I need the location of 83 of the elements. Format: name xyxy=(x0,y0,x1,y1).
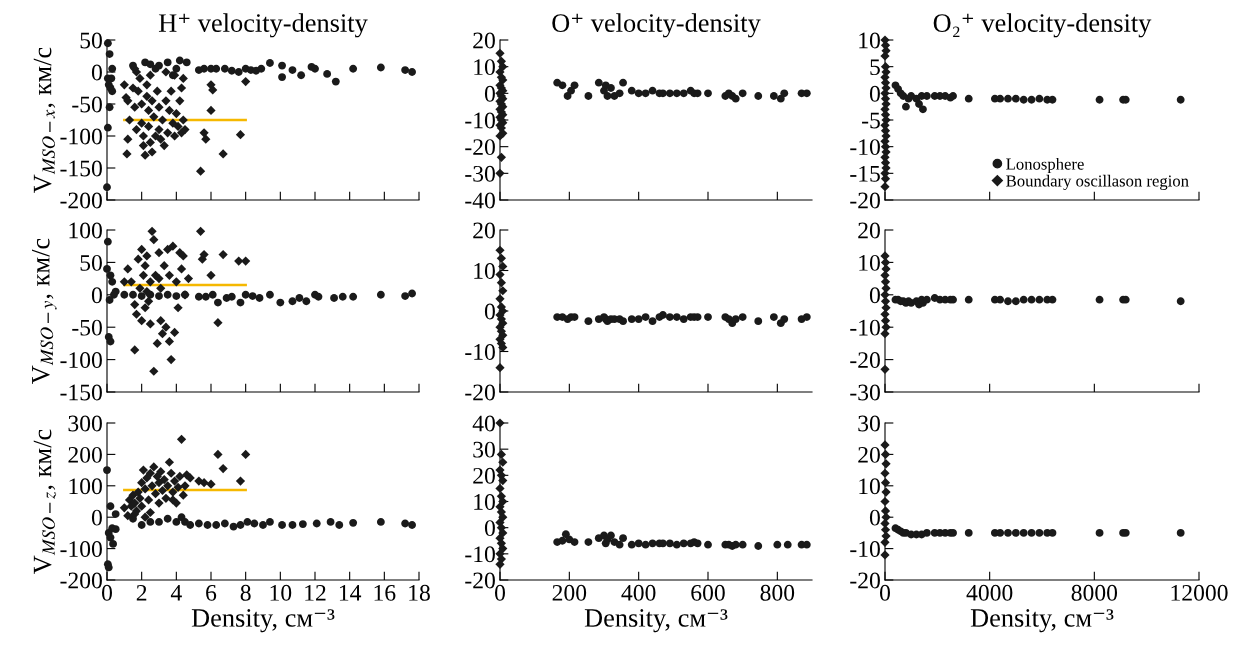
y-tick-label: -20 xyxy=(465,139,495,156)
y-tick-label: -200 xyxy=(60,572,102,589)
y-tick-label: 200 xyxy=(68,446,102,463)
y-tick-label: 50 xyxy=(80,254,102,271)
y-tick-label: 0 xyxy=(869,85,880,102)
y-tick-label: 20 xyxy=(473,32,495,49)
y-tick-label: 0 xyxy=(91,64,102,81)
y-tick-label: -20 xyxy=(465,384,495,401)
x-tick-label: 4000 xyxy=(966,584,1013,601)
y-tick-label: 0 xyxy=(484,520,495,537)
y-tick-label: 0 xyxy=(91,509,102,526)
y-tick-label: -30 xyxy=(850,384,880,401)
x-tick-label: 200 xyxy=(552,584,587,601)
y-tick-label: -30 xyxy=(465,165,495,182)
x-axis-title: Density, см⁻³ xyxy=(584,609,728,633)
y-tick-label: -10 xyxy=(465,546,495,563)
chart-title: O⁺ velocity-density xyxy=(552,13,761,38)
y-tick-label: 0 xyxy=(91,287,102,304)
x-tick-label: 600 xyxy=(691,584,725,601)
y-tick-label: -20 xyxy=(850,572,880,589)
y-tick-label: 30 xyxy=(473,441,495,458)
y-tick-label: -5 xyxy=(862,112,880,129)
y-tick-label: -50 xyxy=(72,96,102,113)
x-tick-label: 14 xyxy=(339,584,362,601)
y-tick-label: 50 xyxy=(80,32,102,49)
x-tick-label: 8000 xyxy=(1071,584,1118,601)
y-tick-label: -100 xyxy=(60,128,102,145)
y-tick-label: -20 xyxy=(850,192,880,209)
x-tick-label: 12 xyxy=(305,584,326,601)
y-tick-label: 0 xyxy=(869,287,880,304)
y-tick-label: 100 xyxy=(69,478,102,495)
y-tick-label: -15 xyxy=(850,165,880,182)
x-axis-title: Density, см⁻³ xyxy=(970,609,1114,633)
y-tick-label: 40 xyxy=(472,415,495,432)
y-tick-label: 0 xyxy=(869,509,880,526)
y-tick-label: 10 xyxy=(474,59,495,76)
y-tick-label: 5 xyxy=(870,59,880,76)
x-tick-label: 10 xyxy=(270,584,292,601)
y-tick-label: -10 xyxy=(850,541,880,558)
y-tick-label: 20 xyxy=(473,467,495,484)
x-tick-label: 16 xyxy=(374,584,396,601)
y-tick-label: -20 xyxy=(465,572,495,589)
y-tick-label: 20 xyxy=(473,222,495,239)
y-tick-label: 10 xyxy=(474,493,495,510)
y-tick-label: -10 xyxy=(850,319,880,336)
legend-label: Boundary oscillason region xyxy=(1006,174,1189,190)
y-tick-label: -10 xyxy=(465,343,495,360)
y-tick-label: -200 xyxy=(60,192,102,209)
y-tick-label: 300 xyxy=(68,415,102,432)
x-tick-label: 4 xyxy=(170,585,182,601)
y-tick-label: -100 xyxy=(60,352,102,369)
y-tick-label: -20 xyxy=(850,352,880,369)
y-tick-label: 20 xyxy=(858,446,880,463)
y-tick-label: 30 xyxy=(858,415,880,432)
y-axis-title: V$_{MSO−z}$, км/с xyxy=(33,429,57,575)
chart-title: H⁺ velocity-density xyxy=(158,13,368,38)
y-tick-label: 10 xyxy=(859,32,880,49)
x-tick-label: 400 xyxy=(621,584,656,601)
y-tick-label: -10 xyxy=(465,112,495,129)
y-tick-label: 10 xyxy=(859,254,880,271)
y-tick-label: -100 xyxy=(60,541,102,558)
y-tick-label: -40 xyxy=(465,192,495,209)
y-axis-title: V$_{MSO−x}$, км/с xyxy=(33,47,56,194)
y-axis-title: V$_{MSO−y}$, км/с xyxy=(31,238,57,385)
x-axis-title: Density, см⁻³ xyxy=(191,609,335,633)
y-tick-label: 0 xyxy=(484,85,495,102)
y-tick-label: 10 xyxy=(474,262,495,279)
x-tick-label: 2 xyxy=(136,584,147,601)
y-tick-label: 10 xyxy=(859,478,880,495)
y-tick-label: -150 xyxy=(60,160,102,177)
x-tick-label: 6 xyxy=(206,584,217,601)
y-tick-label: -50 xyxy=(72,319,102,336)
x-tick-label: 18 xyxy=(409,584,430,601)
x-tick-label: 8 xyxy=(240,584,251,601)
chart-title: O₂⁺ velocity-density xyxy=(933,13,1152,38)
legend-label: Lonosphere xyxy=(1006,157,1084,174)
y-tick-label: -150 xyxy=(60,384,102,401)
y-tick-label: 100 xyxy=(69,222,102,239)
y-tick-label: 0 xyxy=(484,303,495,320)
y-tick-label: -10 xyxy=(850,139,880,156)
x-tick-label: 12000 xyxy=(1171,584,1228,601)
y-tick-label: 20 xyxy=(858,222,880,239)
x-tick-label: 800 xyxy=(760,584,795,601)
